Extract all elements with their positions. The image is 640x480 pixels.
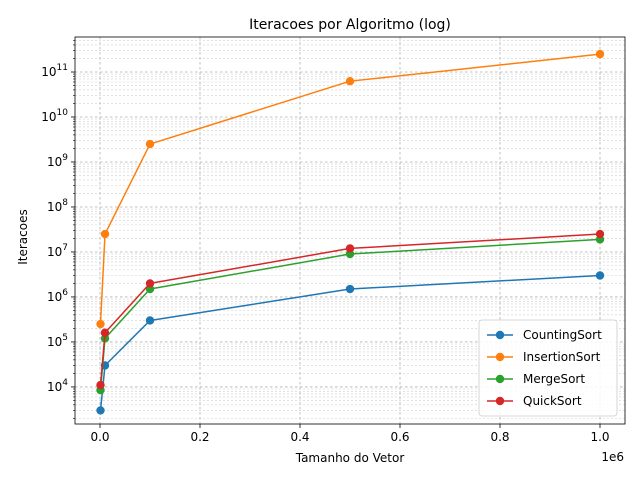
x-tick-label: 0.2 [190,430,209,444]
data-point-insertionsort [595,49,605,59]
chart-title: Iteracoes por Algoritmo (log) [249,17,451,33]
legend-marker-insertionsort [495,352,505,362]
ticks: 104 105 106 107 108 109 1010 1011 0.0 0.2 0.4 0.6 0.… [41,40,610,444]
legend-box [478,319,618,417]
legend-item-quicksort: QuickSort [487,394,582,408]
legend-label-insertionsort: InsertionSort [523,350,601,364]
legend-marker-mergesort [495,374,505,384]
data-point-countingsort [96,406,105,415]
x-axis-offset-label: 1e6 [601,450,624,464]
y-tick-label: 106 [47,288,68,304]
x-tick-label: 0.8 [490,430,509,444]
y-tick-label: 1011 [41,63,68,79]
series-layer [96,49,605,415]
legend-label-countingsort: CountingSort [523,328,602,342]
data-point-insertionsort [345,76,355,86]
legend-marker-countingsort [495,330,505,340]
y-tick-label: 109 [47,153,68,169]
y-axis-label: Iteracoes [16,209,30,265]
data-point-quicksort [145,279,155,288]
data-point-quicksort [96,380,105,390]
legend-item-countingsort: CountingSort [487,328,602,342]
x-tick-label: 0.4 [290,430,309,444]
data-point-quicksort [100,328,110,337]
data-point-countingsort [345,284,355,294]
x-axis-label: Tamanho do Vetor [295,451,405,465]
data-point-quicksort [345,244,355,253]
x-tick-label: 0.6 [390,430,409,444]
data-point-insertionsort [96,319,105,329]
legend-item-insertionsort: InsertionSort [487,350,601,364]
series-insertionsort [96,49,605,329]
legend-marker-quicksort [495,396,505,406]
x-tick-label: 0.0 [90,430,109,444]
data-point-insertionsort [100,229,110,239]
data-point-countingsort [145,316,155,325]
data-point-countingsort [595,271,605,280]
data-point-insertionsort [145,139,155,149]
y-tick-label: 1010 [41,108,68,124]
legend-label-mergesort: MergeSort [523,372,585,386]
y-tick-label: 108 [47,198,68,214]
legend-item-mergesort: MergeSort [487,372,585,386]
series-quicksort [96,229,605,390]
legend: CountingSort InsertionSort MergeSort QuickS… [478,319,618,417]
y-tick-label: 104 [47,378,68,394]
legend-label-quicksort: QuickSort [523,394,582,408]
y-tick-label: 105 [47,333,68,349]
data-point-quicksort [595,229,605,239]
y-tick-label: 107 [47,243,68,259]
x-tick-label: 1.0 [590,430,609,444]
